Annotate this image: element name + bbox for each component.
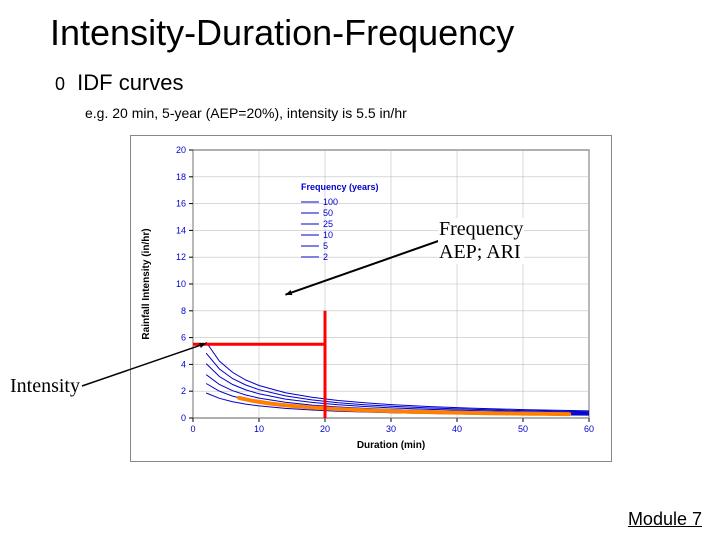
svg-text:8: 8 [181, 306, 186, 316]
svg-text:5: 5 [323, 241, 328, 251]
svg-text:10: 10 [176, 279, 186, 289]
svg-text:0: 0 [190, 424, 195, 434]
svg-text:2: 2 [181, 386, 186, 396]
subtitle-row: 0 IDF curves [55, 70, 184, 96]
svg-text:60: 60 [584, 424, 594, 434]
bullet-zero: 0 [55, 74, 65, 94]
footer-module: Module 7 [628, 509, 702, 530]
svg-text:20: 20 [320, 424, 330, 434]
svg-text:0: 0 [181, 413, 186, 423]
svg-text:10: 10 [254, 424, 264, 434]
svg-text:14: 14 [176, 225, 186, 235]
svg-text:4: 4 [181, 359, 186, 369]
subtitle-text: IDF curves [77, 70, 183, 95]
idf-chart: 0 10 20 30 40 50 60 0 2 4 6 8 10 12 14 16 18 20 Duration (… [130, 135, 612, 462]
svg-text:6: 6 [181, 333, 186, 343]
svg-text:16: 16 [176, 199, 186, 209]
svg-text:Rainfall Intensity (in/hr): Rainfall Intensity (in/hr) [141, 228, 152, 339]
svg-text:40: 40 [452, 424, 462, 434]
svg-text:Duration (min): Duration (min) [357, 440, 425, 451]
svg-text:50: 50 [323, 208, 333, 218]
svg-text:25: 25 [323, 219, 333, 229]
idf-chart-svg: 0 10 20 30 40 50 60 0 2 4 6 8 10 12 14 16 18 20 Duration (… [131, 136, 611, 461]
svg-text:2: 2 [323, 252, 328, 262]
example-text: e.g. 20 min, 5-year (AEP=20%), intensity… [85, 105, 407, 121]
svg-text:10: 10 [323, 230, 333, 240]
svg-text:Frequency (years): Frequency (years) [301, 182, 379, 192]
svg-text:30: 30 [386, 424, 396, 434]
intensity-callout: Intensity [10, 375, 80, 398]
svg-text:50: 50 [518, 424, 528, 434]
frequency-callout: FrequencyAEP; ARI [438, 218, 524, 264]
svg-text:100: 100 [323, 197, 338, 207]
svg-text:18: 18 [176, 172, 186, 182]
svg-text:12: 12 [176, 252, 186, 262]
svg-text:20: 20 [176, 145, 186, 155]
page-title: Intensity-Duration-Frequency [50, 12, 514, 54]
